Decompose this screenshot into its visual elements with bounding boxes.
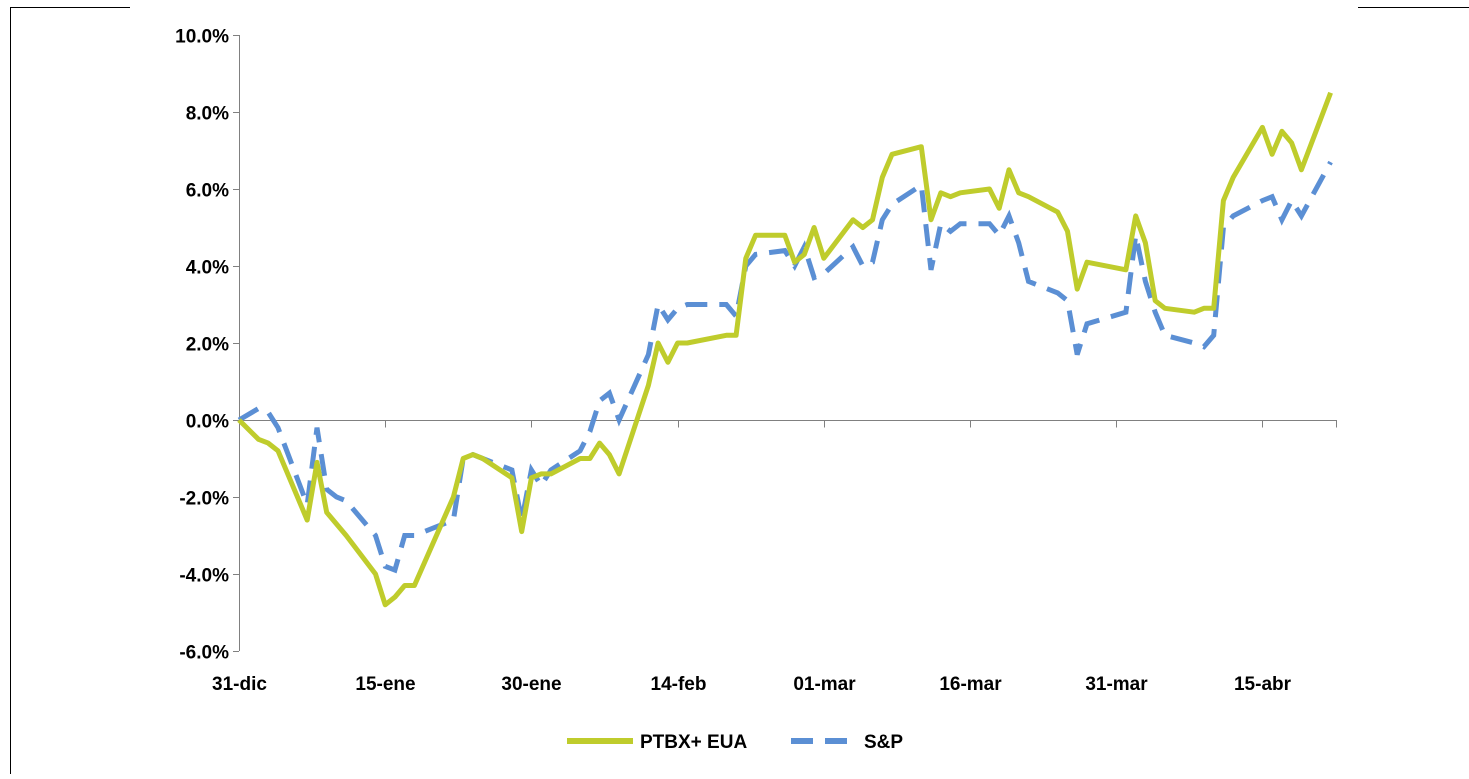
legend-label-sp: S&P xyxy=(864,732,903,753)
legend-label-ptbx: PTBX+ EUA xyxy=(640,732,747,753)
x-axis: 31-dic 15-ene 30-ene 14-feb 01-mar 16-mar 31-m… xyxy=(212,420,1337,695)
y-tick-label: 2.0% xyxy=(186,335,229,356)
y-tick-label: -4.0% xyxy=(179,566,229,587)
x-tick-label: 01-mar xyxy=(793,674,856,695)
legend: PTBX+ EUA S&P xyxy=(567,732,903,753)
x-tick-label: 15-ene xyxy=(355,674,415,695)
x-tick-label: 16-mar xyxy=(939,674,1002,695)
y-tick-label: 8.0% xyxy=(186,104,229,125)
x-tick-label: 31-mar xyxy=(1085,674,1148,695)
y-tick-label: 6.0% xyxy=(186,181,229,202)
y-axis: -6.0% -4.0% -2.0% 0.0% 2.0% 4.0% 6.0% 8.0% 10.0% xyxy=(175,27,240,664)
y-tick-label: 10.0% xyxy=(175,27,229,48)
y-tick-label: -6.0% xyxy=(179,643,229,664)
series-line-ptbx xyxy=(237,91,1333,608)
y-tick-label: -2.0% xyxy=(179,489,229,510)
x-tick-label: 30-ene xyxy=(501,674,561,695)
series-line-sp xyxy=(237,160,1333,574)
y-tick-label: 0.0% xyxy=(186,412,229,433)
y-tick-label: 4.0% xyxy=(186,258,229,279)
x-tick-label: 15-abr xyxy=(1234,674,1292,695)
x-tick-label: 14-feb xyxy=(651,674,707,695)
x-tick-label: 31-dic xyxy=(212,674,267,695)
series-layer xyxy=(237,91,1333,608)
